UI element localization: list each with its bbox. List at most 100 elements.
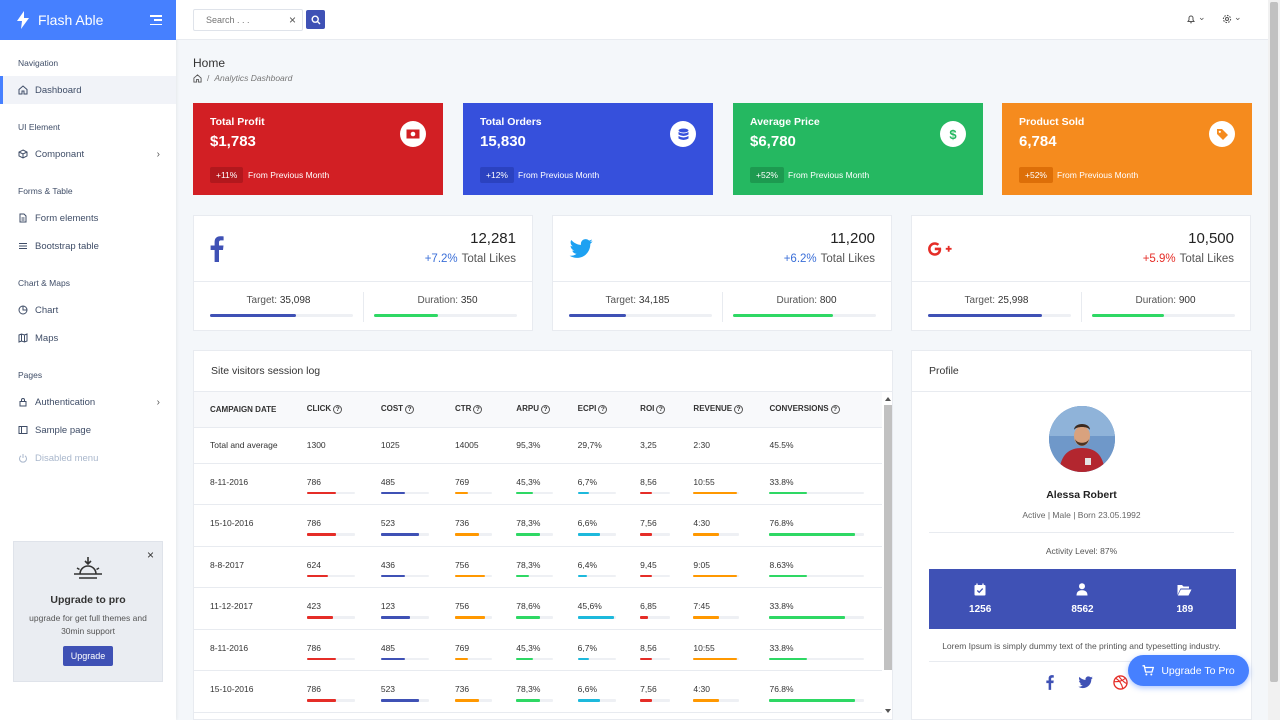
social-card-facebook: 12,281 +7.2% Total Likes Target: 35,098 D…	[193, 215, 533, 331]
table-cell: 78,6%	[500, 587, 562, 630]
stat-value: 8562	[1071, 604, 1094, 615]
close-icon[interactable]: ×	[146, 548, 154, 562]
scroll-thumb[interactable]	[884, 405, 892, 670]
social-target: Target: 34,185	[553, 295, 722, 306]
column-header-label: REVENUE	[693, 404, 733, 414]
help-icon[interactable]: ?	[598, 405, 608, 415]
twitter-icon[interactable]	[1077, 674, 1093, 690]
upgrade-button[interactable]: Upgrade	[62, 646, 114, 666]
sidebar-item-dashboard[interactable]: Dashboard	[0, 76, 176, 104]
table-scrollbar[interactable]	[884, 395, 892, 715]
stat-badge: +52%	[750, 167, 784, 183]
cell-progress-fill	[577, 533, 601, 536]
cell-progress-bar	[306, 657, 355, 660]
cell-progress-bar	[306, 699, 355, 702]
cell-progress-bar	[380, 491, 429, 494]
activity-level: Activity Level: 87%	[1045, 546, 1118, 556]
dribbble-icon[interactable]	[1112, 674, 1128, 690]
cell-progress-bar	[640, 533, 671, 536]
cell-value: 15-10-2016	[210, 518, 254, 528]
help-icon[interactable]: ?	[734, 405, 744, 415]
home-icon[interactable]	[193, 73, 202, 83]
sidebar-item-componant[interactable]: Componant ›	[0, 140, 176, 168]
help-icon[interactable]: ?	[540, 405, 550, 415]
column-header[interactable]: REVENUE?	[677, 392, 754, 428]
search-input[interactable]	[206, 15, 286, 25]
help-icon[interactable]: ?	[473, 405, 483, 415]
session-log-card: Site visitors session log CAMPAIGN DATE C…	[193, 350, 893, 720]
cell-progress-fill	[516, 574, 530, 577]
column-header[interactable]: ECPI?	[561, 392, 625, 428]
stat-title: Average Price	[750, 116, 820, 128]
cell-value: 6,7%	[577, 476, 598, 487]
sidebar-item-maps[interactable]: Maps	[0, 324, 176, 352]
column-header-label: CLICK	[306, 404, 332, 414]
table-cell: 736	[438, 504, 501, 547]
column-header[interactable]: ROI?	[624, 392, 678, 428]
brand-bar: Flash Able	[0, 0, 176, 40]
column-header[interactable]: CTR?	[438, 392, 501, 428]
help-icon[interactable]: ?	[405, 405, 415, 415]
cell-value: 6,85	[640, 601, 657, 611]
help-icon[interactable]: ?	[656, 405, 666, 415]
cell-progress-bar	[454, 491, 492, 494]
notifications-dropdown[interactable]: ⌄	[1186, 12, 1206, 24]
bell-icon	[1187, 15, 1195, 24]
column-header[interactable]: CLICK?	[290, 392, 365, 428]
sidebar-item-bootstrap-table[interactable]: Bootstrap table	[0, 232, 176, 260]
duration-progress-bar	[1092, 314, 1235, 317]
profile-stat-folders[interactable]: 189	[1134, 569, 1236, 629]
table-cell: 756	[438, 546, 501, 588]
upgrade-to-pro-button[interactable]: Upgrade To Pro	[1128, 655, 1249, 686]
stat-badge: +12%	[480, 167, 514, 183]
column-header[interactable]: COST?	[364, 392, 439, 428]
table-cell: 78,3%	[500, 546, 562, 588]
table-cell: 8-11-2016	[194, 629, 291, 671]
help-icon[interactable]: ?	[333, 405, 343, 415]
cell-progress-fill	[693, 699, 719, 702]
cell-progress-bar	[640, 657, 671, 660]
breadcrumb-current[interactable]: Analytics Dashboard	[214, 73, 293, 83]
cell-value: 7,56	[640, 684, 657, 694]
settings-dropdown[interactable]: ⌄	[1222, 12, 1242, 24]
cell-progress-fill	[380, 574, 405, 577]
sidebar-item-sample-page[interactable]: Sample page	[0, 416, 176, 444]
page-scrollbar[interactable]	[1268, 0, 1280, 720]
cell-progress-fill	[306, 491, 336, 494]
page-scroll-thumb[interactable]	[1270, 2, 1278, 682]
table-cell: 756	[438, 587, 501, 630]
metric-value: 25,998	[997, 295, 1029, 306]
table-row: 8-11-2016 786 485 769 45,3% 6,7% 8,56 10:55 33.8…	[194, 463, 882, 505]
nav-caption-ui-element: UI Element	[18, 122, 61, 132]
session-table-scroll-area[interactable]: CAMPAIGN DATE CLICK? COST? CTR? ARPU? ECPI? RO…	[194, 392, 882, 719]
profile-stat-users[interactable]: 8562	[1031, 569, 1133, 629]
social-duration: Duration: 900	[1081, 295, 1250, 306]
table-cell: 9,45	[624, 546, 678, 588]
column-header[interactable]: CAMPAIGN DATE	[194, 392, 291, 428]
menu-toggle-icon[interactable]	[150, 15, 162, 25]
sidebar-item-form-elements[interactable]: Form elements	[0, 204, 176, 232]
social-percent: +6.2%	[783, 253, 817, 265]
sidebar-item-authentication[interactable]: Authentication ›	[0, 388, 176, 416]
column-header[interactable]: ARPU?	[500, 392, 562, 428]
sidebar-item-label: Form elements	[35, 212, 99, 224]
dollar-icon: $	[940, 121, 966, 147]
profile-stat-events[interactable]: 1256	[929, 569, 1031, 629]
breadcrumb: / Analytics Dashboard	[193, 73, 292, 83]
search-button[interactable]	[306, 10, 325, 29]
cell-value: 756	[454, 601, 470, 611]
cell-value: 8.63%	[769, 559, 794, 570]
scroll-down-icon[interactable]	[885, 709, 891, 713]
facebook-icon[interactable]	[1042, 674, 1058, 690]
cell-value: 76.8%	[769, 518, 794, 528]
clear-search-icon[interactable]: ×	[289, 13, 297, 27]
scroll-up-icon[interactable]	[885, 397, 891, 401]
column-header[interactable]: CONVERSIONS?	[753, 392, 882, 428]
cell-progress-bar	[516, 574, 554, 577]
social-likes: +6.2% Total Likes	[784, 253, 875, 265]
help-icon[interactable]: ?	[830, 405, 840, 415]
sidebar-item-chart[interactable]: Chart	[0, 296, 176, 324]
social-count: 10,500	[1188, 230, 1234, 247]
cell-progress-fill	[454, 657, 468, 660]
cell-value: 8,56	[640, 642, 657, 653]
